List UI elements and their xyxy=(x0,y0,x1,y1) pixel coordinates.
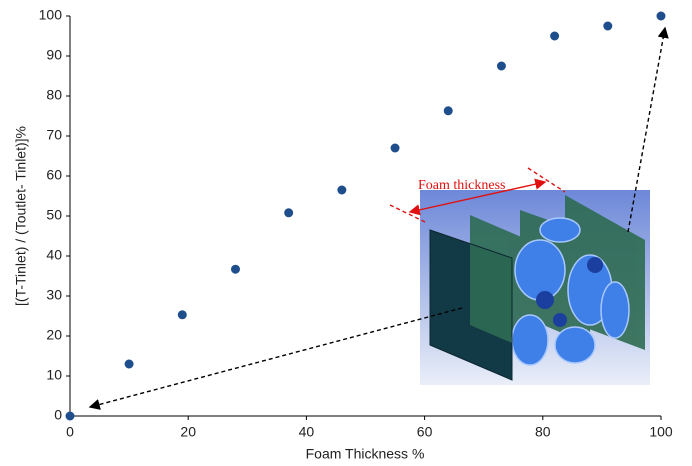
point xyxy=(656,11,666,21)
red-arrow xyxy=(408,178,547,216)
point xyxy=(177,310,187,320)
y-tick-label: 40 xyxy=(46,247,62,263)
y-tick-label: 80 xyxy=(46,87,62,103)
y-tick-label: 90 xyxy=(46,47,62,63)
x-tick-label: 40 xyxy=(299,424,315,440)
red-guide xyxy=(527,167,566,193)
y-tick-label: 20 xyxy=(46,327,62,343)
x-tick-label: 0 xyxy=(66,424,74,440)
point xyxy=(284,208,294,218)
x-tick-label: 100 xyxy=(649,424,673,440)
point xyxy=(337,185,347,195)
point xyxy=(65,411,75,421)
inset-image xyxy=(420,190,650,385)
red-guide xyxy=(389,204,426,223)
point xyxy=(550,31,560,41)
y-tick-label: 100 xyxy=(39,7,63,23)
y-axis-label: [(T-Tinlet) / (Toutlet- Tinlet)]% xyxy=(13,126,29,306)
annotation: Foam thickness xyxy=(418,178,506,193)
y-tick-label: 70 xyxy=(46,127,62,143)
point xyxy=(124,359,134,369)
dashed-arrow xyxy=(88,307,463,410)
point xyxy=(390,143,400,153)
y-tick-label: 30 xyxy=(46,287,62,303)
x-axis-label: Foam Thickness % xyxy=(306,446,425,462)
x-tick-label: 60 xyxy=(417,424,433,440)
x-tick-label: 20 xyxy=(180,424,196,440)
y-tick-label: 10 xyxy=(46,367,62,383)
point xyxy=(603,21,613,31)
y-tick-label: 60 xyxy=(46,167,62,183)
x-tick-label: 80 xyxy=(535,424,551,440)
point xyxy=(443,106,453,116)
y-tick-label: 50 xyxy=(46,207,62,223)
y-tick-label: 0 xyxy=(54,407,62,423)
point xyxy=(230,264,240,274)
point xyxy=(496,61,506,71)
